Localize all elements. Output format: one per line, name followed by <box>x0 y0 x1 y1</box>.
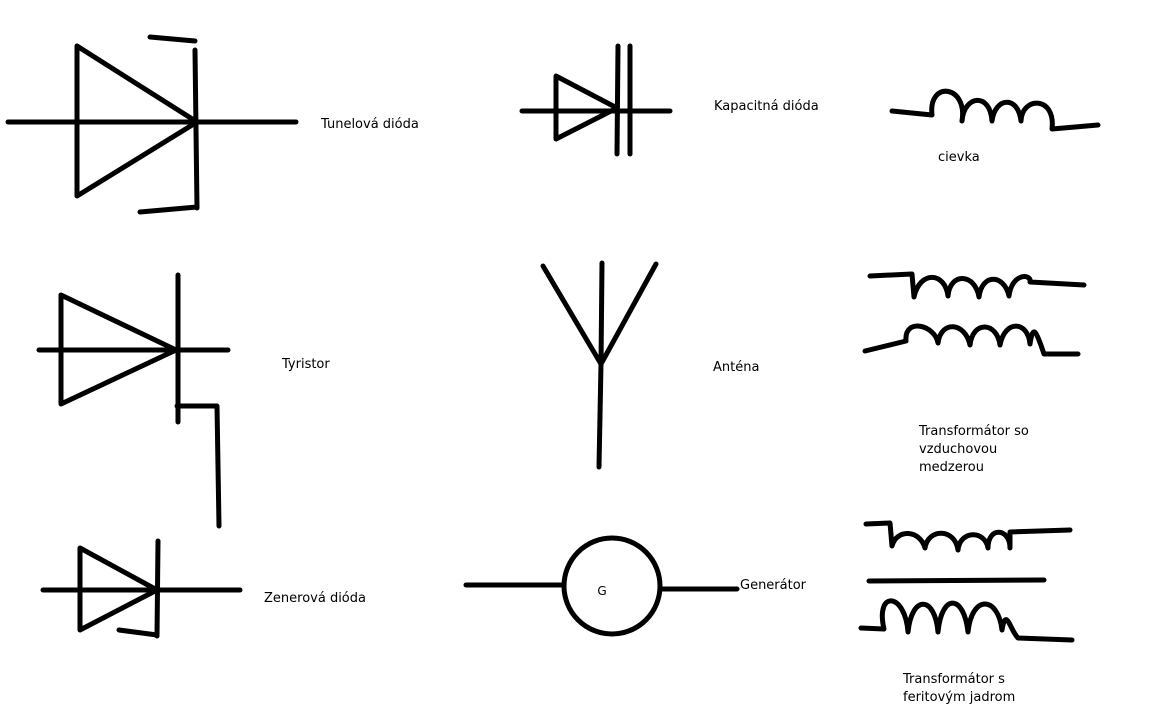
antenna-center-arm <box>598 260 605 367</box>
antenna-label: Anténa <box>713 360 760 375</box>
zener-diode-triangle <box>77 545 160 633</box>
air-gap-transformer-label-line2: vzduchovou <box>919 442 998 457</box>
ferrite-transformer-symbol <box>858 520 1075 643</box>
air-gap-transformer-secondary <box>862 323 1081 357</box>
ferrite-transformer-label-line2: feritovým jadrom <box>903 690 1016 705</box>
zener-diode-bar <box>154 538 161 639</box>
generator-symbol <box>463 535 740 637</box>
tunnel-diode-bottom-hook <box>137 204 200 215</box>
ferrite-transformer-primary <box>863 520 1073 553</box>
tunnel-diode-label: Tunelová dióda <box>321 117 419 132</box>
air-gap-transformer-label-line3: medzerou <box>919 460 984 475</box>
capacitance-diode-symbol <box>519 43 673 157</box>
antenna-right-arm <box>598 261 659 367</box>
tunnel-diode-top-hook <box>147 34 198 44</box>
thyristor-gate <box>174 403 222 529</box>
capacitance-diode-label: Kapacitná dióda <box>714 99 819 114</box>
antenna-mast <box>596 361 604 470</box>
generator-letter: G <box>597 584 607 598</box>
thyristor-symbol <box>36 272 231 529</box>
tunnel-diode-bar <box>192 47 200 211</box>
zener-diode-hook <box>116 627 160 638</box>
generator-circle <box>561 535 663 637</box>
zener-diode-symbol <box>40 538 243 639</box>
ferrite-transformer-core <box>866 577 1047 584</box>
zener-diode-label: Zenerová dióda <box>264 591 366 606</box>
thyristor-label: Tyristor <box>282 357 330 372</box>
ferrite-transformer-secondary <box>858 598 1075 643</box>
coil-label: cievka <box>938 150 980 165</box>
capacitance-diode-triangle <box>553 73 620 142</box>
tunnel-diode-symbol <box>5 34 299 215</box>
coil-symbol <box>889 88 1101 132</box>
air-gap-transformer-symbol <box>862 271 1087 357</box>
ferrite-transformer-label-line1: Transformátor s <box>903 672 1005 687</box>
thyristor-triangle <box>58 292 179 407</box>
air-gap-transformer-primary <box>867 271 1087 300</box>
antenna-symbol <box>540 260 659 470</box>
capacitance-diode-plate-1 <box>614 43 621 157</box>
antenna-left-arm <box>540 263 604 367</box>
generator-label: Generátor <box>740 578 807 593</box>
air-gap-transformer-label-line1: Transformátor so <box>919 424 1029 439</box>
tunnel-diode-triangle <box>74 43 200 199</box>
coil-winding <box>889 88 1101 132</box>
